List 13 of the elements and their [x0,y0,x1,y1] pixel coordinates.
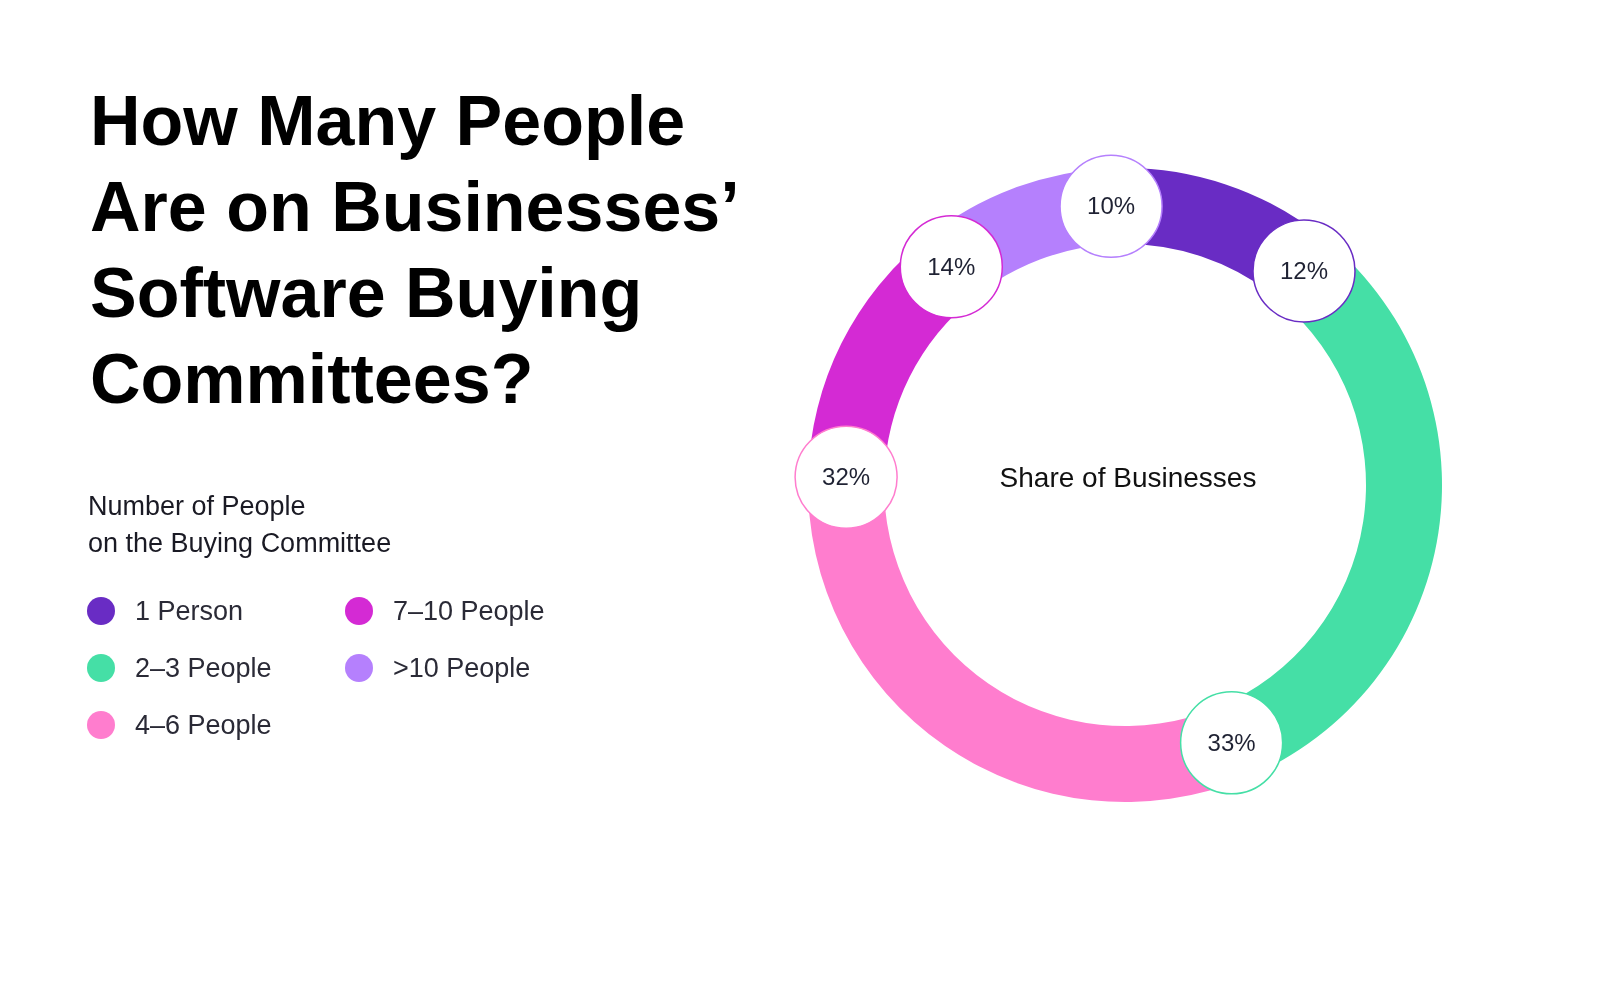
legend-title: Number of People on the Buying Committee [88,491,392,558]
text: Share of Businesses [999,462,1257,493]
legend-label: >10 People [393,653,531,683]
data-label: 32% [822,463,871,491]
data-label: 12% [1279,256,1329,284]
legend-label: 2–3 People [135,653,272,683]
text: How Many People Are on Businesses’ Software Buying Committees? [90,82,740,418]
legend-label: 1 Person [135,596,244,626]
data-label: 10% [1087,192,1136,220]
data-label: 14% [927,252,976,280]
legend-label: 7–10 People [393,596,545,626]
data-label: 33% [1207,728,1256,756]
legend-label: 4–6 People [135,710,272,740]
